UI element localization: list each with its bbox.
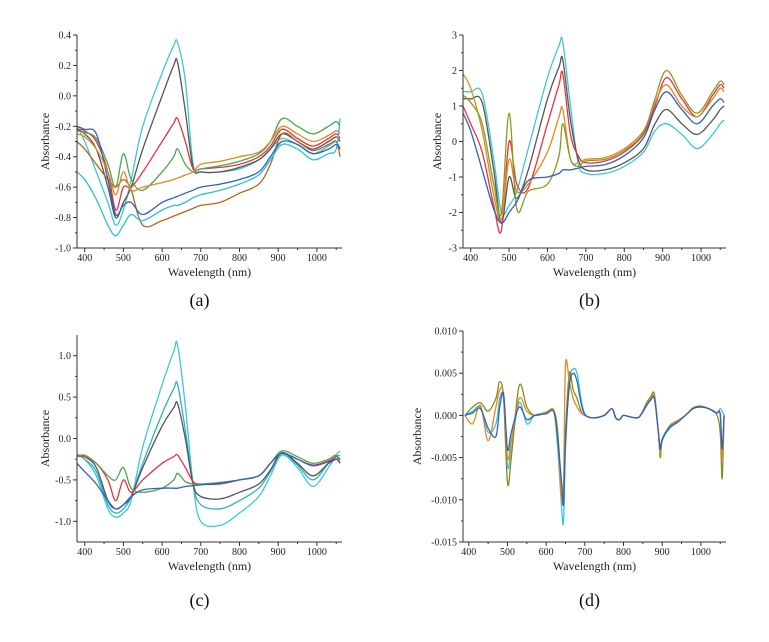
y-tick-label: -0.6 [55,183,71,194]
spectrum-line [77,401,341,510]
x-tick-label: 1000 [307,547,327,558]
x-tick-label: 500 [500,547,515,558]
y-tick-label: -1 [449,173,457,184]
x-tick-label: 1000 [691,253,711,264]
y-tick-label: -1.0 [55,244,71,255]
x-tick-label: 900 [655,253,670,264]
y-tick-label: 0.0 [59,91,72,102]
x-tick-label: 400 [461,547,476,558]
x-tick-label: 1000 [307,253,327,264]
spectrum-line [464,372,725,507]
spectrum-line [77,116,341,211]
x-tick-label: 700 [193,547,208,558]
x-tick-label: 800 [616,547,631,558]
spectrum-line [77,132,341,228]
spectrum-line [77,118,341,237]
spectrum-line [77,340,341,528]
x-tick-label: 700 [578,253,593,264]
x-axis-label: Wavelength (nm) [168,559,251,573]
y-tick-label: 0.010 [435,327,458,338]
x-tick-label: 600 [539,547,554,558]
y-tick-label: -0.5 [55,475,71,486]
x-tick-label: 900 [655,547,670,558]
spectrum-line [464,358,725,505]
panel-label: (a) [190,290,210,311]
y-tick-label: 0.000 [435,411,458,422]
x-tick-label: 500 [116,253,131,264]
series-group [77,340,341,528]
y-tick-label: -2 [449,208,457,219]
y-axis-label: Absorbance [410,408,424,465]
y-tick-label: 1.0 [59,351,72,362]
series-group [77,39,341,237]
y-tick-label: 0 [452,137,457,148]
y-tick-label: 0.2 [59,61,72,72]
y-tick-label: -0.4 [55,152,71,163]
x-tick-label: 700 [577,547,592,558]
spectrum-line [463,70,725,234]
series-group [463,36,725,234]
x-tick-label: 900 [271,253,286,264]
x-tick-label: 400 [77,253,92,264]
spectrum-line [463,69,725,216]
x-tick-label: 1000 [691,547,711,558]
panel-d: 400 500 600 700 800 900 1000 0.010 0.005 0.000 -0.… [410,327,726,611]
panel-c: 400 500 600 700 800 900 1000 1.0 0.5 0.0 -0.5 -1.0 W… [38,335,342,611]
y-tick-label: 0.4 [59,31,72,42]
spectrum-line [463,55,725,224]
x-axis-label: Wavelength (nm) [553,265,636,279]
y-axis-label: Absorbance [430,113,444,170]
y-tick-label: 0.5 [59,393,72,404]
x-tick-label: 800 [232,253,247,264]
spectrum-line [77,125,341,196]
y-tick-label: -0.2 [55,122,71,133]
spectrum-line [77,125,341,217]
y-tick-label: -0.8 [55,213,71,224]
y-tick-label: -3 [449,244,457,255]
x-tick-label: 600 [155,253,170,264]
spectrum-line [77,452,341,510]
y-tick-label: 2 [452,66,457,77]
y-tick-label: 0.005 [435,369,458,380]
x-tick-label: 500 [116,547,131,558]
panel-label: (b) [579,290,600,311]
x-tick-label: 800 [232,547,247,558]
spectrum-line [77,39,341,226]
y-tick-label: 0.0 [59,434,72,445]
x-tick-label: 800 [617,253,632,264]
y-tick-label: 1 [452,102,457,113]
x-tick-label: 600 [155,547,170,558]
x-tick-label: 700 [193,253,208,264]
spectrum-line [77,450,341,493]
y-tick-label: -1.0 [55,517,71,528]
x-axis-label: Wavelength (nm) [553,559,636,573]
x-tick-label: 400 [77,547,92,558]
panel-label: (c) [190,590,210,611]
y-axis-label: Absorbance [38,410,52,467]
x-tick-label: 500 [502,253,517,264]
x-tick-label: 900 [271,547,286,558]
x-axis-label: Wavelength (nm) [168,265,251,279]
spectrum-line [463,91,725,224]
panel-label: (d) [579,590,600,611]
x-tick-label: 400 [463,253,478,264]
spectrum-line [77,381,341,514]
y-tick-label: -0.015 [431,538,457,549]
y-tick-label: 3 [452,31,457,42]
y-tick-label: -0.005 [431,453,457,464]
panel-a: 400 500 600 700 800 900 1000 0.4 0.2 0.0 -0.2 -0.4 -… [38,31,342,311]
panel-b: 400 500 600 700 800 900 1000 3 2 1 0 -1 -2 -3 Waveleng… [430,31,726,311]
spectrum-line [77,117,341,192]
spectrum-line [463,36,725,216]
x-tick-label: 600 [540,253,555,264]
y-tick-label: -0.010 [431,495,457,506]
series-group [464,358,725,526]
y-axis-label: Absorbance [38,113,52,170]
